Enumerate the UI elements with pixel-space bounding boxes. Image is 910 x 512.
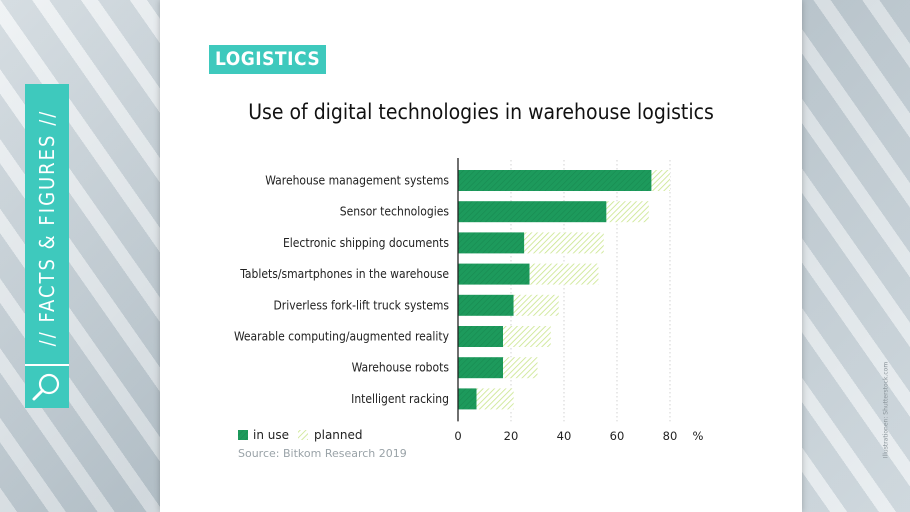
bar-in-use bbox=[458, 232, 525, 254]
category-label: Intelligent racking bbox=[351, 392, 449, 406]
x-tick-label: 80 bbox=[663, 429, 678, 443]
category-label: Warehouse robots bbox=[352, 361, 450, 375]
category-label: Sensor technologies bbox=[340, 205, 450, 219]
category-label: Electronic shipping documents bbox=[283, 236, 449, 250]
bar-in-use bbox=[458, 170, 652, 191]
bars bbox=[458, 170, 670, 410]
bar-in-use bbox=[458, 201, 607, 223]
x-axis-ticks: 0 20 40 60 80% bbox=[454, 429, 703, 443]
category-label: Warehouse management systems bbox=[265, 174, 449, 188]
legend-swatch-planned bbox=[298, 430, 308, 440]
x-tick-label: 60 bbox=[610, 429, 625, 443]
x-tick-label: 20 bbox=[504, 429, 519, 443]
category-labels: Warehouse management systems Sensor techn… bbox=[234, 174, 450, 406]
bar-planned bbox=[503, 357, 538, 379]
chart-title: Use of digital technologies in warehouse… bbox=[248, 100, 714, 124]
side-banner bbox=[25, 84, 69, 408]
bar-in-use bbox=[458, 294, 514, 316]
legend-swatch-in-use bbox=[238, 430, 248, 440]
x-tick-label: 0 bbox=[454, 429, 461, 443]
x-unit-label: % bbox=[693, 429, 704, 443]
bar-in-use bbox=[458, 388, 477, 410]
bar-in-use bbox=[458, 263, 530, 285]
legend: in use planned bbox=[238, 428, 363, 442]
legend-label-planned: planned bbox=[314, 428, 363, 442]
grid-lines bbox=[510, 160, 671, 422]
magnifier-icon-box bbox=[25, 364, 69, 408]
magnifier-icon bbox=[32, 373, 60, 401]
category-tag: LOGISTICS bbox=[209, 45, 327, 74]
source-note: Source: Bitkom Research 2019 bbox=[238, 447, 407, 460]
content-card bbox=[160, 0, 802, 512]
category-label: Wearable computing/augmented reality bbox=[234, 330, 450, 344]
bar-planned bbox=[606, 201, 649, 223]
bar-planned bbox=[476, 388, 514, 410]
category-label: Driverless fork-lift truck systems bbox=[273, 298, 449, 312]
bar-in-use bbox=[458, 326, 504, 347]
x-tick-label: 40 bbox=[557, 429, 572, 443]
category-label: Tablets/smartphones in the warehouse bbox=[239, 267, 449, 281]
legend-label-in-use: in use bbox=[253, 428, 289, 442]
bar-planned bbox=[529, 263, 599, 285]
bar-in-use bbox=[458, 357, 504, 379]
bar-planned bbox=[651, 170, 670, 191]
image-credit: Illustrationen: Shutterstock.com bbox=[882, 361, 890, 459]
bar-planned bbox=[524, 232, 604, 254]
bar-planned bbox=[503, 326, 551, 347]
bar-planned bbox=[513, 294, 559, 316]
